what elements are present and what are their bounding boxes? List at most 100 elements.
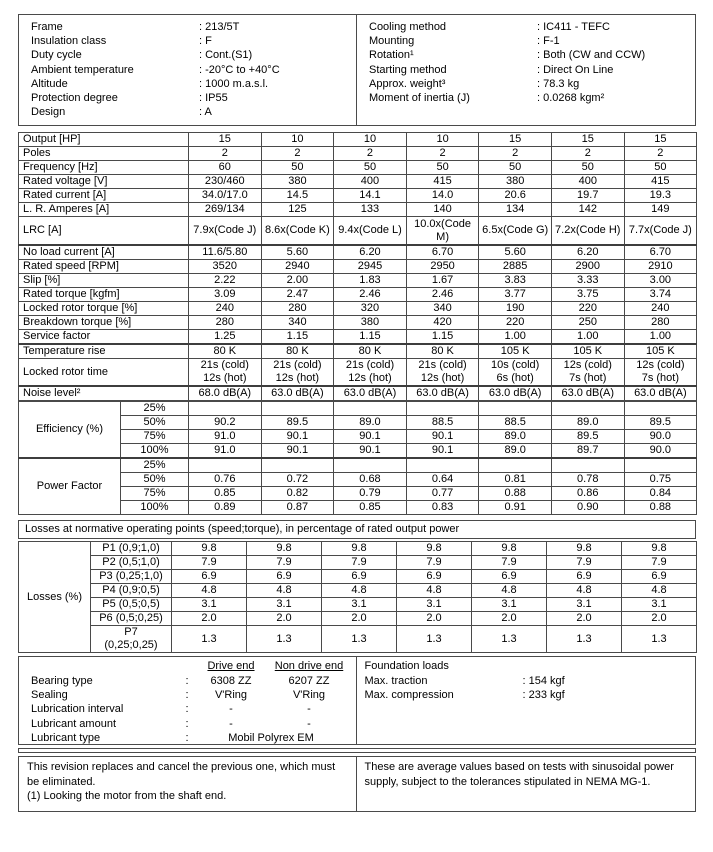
ratings-cell: 2.46 — [333, 286, 407, 302]
ratings-cell: 68.0 dB(A) — [188, 385, 262, 402]
spec-row-frame: Frame: 213/5T — [31, 20, 348, 34]
ratings-cell: 240 — [188, 300, 262, 316]
row-label: Rated torque [kgfm] — [18, 286, 189, 302]
ratings-cell: 2 — [550, 146, 625, 162]
ratings-cell: 230/460 — [188, 174, 262, 190]
losses-cell: 9.8 — [321, 541, 397, 557]
ratings-row-breakdown-torque: Breakdown torque [%] 280 340 380 420 220 250 2… — [18, 314, 698, 330]
ratings-cell: 3.00 — [623, 272, 698, 288]
row-label: Rated speed [RPM] — [18, 258, 189, 274]
ratings-cell: 6.5x(Code G) — [478, 216, 552, 246]
lubricant-type-value: Mobil Polyrex EM — [228, 731, 314, 744]
spacer — [181, 659, 193, 673]
load-label: 50% — [120, 415, 189, 431]
lubrication-interval-row: Lubrication interval : - - — [31, 702, 350, 716]
efficiency-cell: 90.1 — [260, 429, 335, 445]
efficiency-row-25: Efficiency (%) 25% — [18, 401, 698, 459]
ratings-cell: 21s (cold) 12s (hot) — [333, 357, 407, 387]
drive-end-value: - — [229, 717, 233, 730]
ratings-cell: 20.6 — [478, 188, 552, 204]
colon: : — [185, 703, 189, 716]
power-factor-cell: 0.84 — [623, 486, 698, 502]
ratings-cell: 15 — [478, 132, 552, 148]
power-factor-cell: 0.85 — [333, 500, 407, 516]
ratings-cell: 3.77 — [478, 286, 552, 302]
ratings-cell: 1.25 — [188, 328, 262, 345]
spec-label: Insulation class — [31, 35, 107, 48]
spec-value: : F-1 — [537, 35, 560, 48]
ratings-cell: 5.60 — [260, 243, 335, 260]
ratings-cell: 2 — [478, 146, 552, 162]
losses-cell: 6.9 — [546, 569, 622, 585]
ratings-row-rated-current: Rated current [A] 34.0/17.0 14.5 14.1 14.0 2… — [18, 188, 698, 204]
ratings-cell: 7.2x(Code H) — [550, 216, 625, 246]
losses-cell: 6.9 — [321, 569, 397, 585]
ratings-cell: 140 — [405, 202, 480, 218]
ratings-cell: 3.33 — [550, 272, 625, 288]
ratings-cell: 380 — [260, 174, 335, 190]
losses-cell: 2.0 — [171, 611, 247, 627]
spec-label: Duty cycle — [31, 49, 82, 62]
ratings-cell: 2.22 — [188, 272, 262, 288]
ratings-cell: 21s (cold) 12s (hot) — [405, 357, 480, 387]
ratings-cell: 50 — [333, 160, 407, 176]
spec-value: : IC411 - TEFC — [537, 21, 610, 33]
efficiency-cell: 91.0 — [188, 443, 262, 459]
ratings-cell: 80 K — [188, 342, 262, 359]
losses-cell: 7.9 — [471, 555, 547, 571]
power-factor-cell — [260, 457, 335, 474]
losses-cell: 4.8 — [321, 583, 397, 599]
losses-cell: 4.8 — [471, 583, 547, 599]
ratings-cell: 2950 — [405, 258, 480, 274]
ratings-cell: 250 — [550, 314, 625, 330]
power-factor-cell — [405, 457, 480, 474]
spec-row-protection-degree: Protection degree: IP55 — [31, 91, 348, 105]
losses-cell: 2.0 — [321, 611, 397, 627]
losses-cell: 3.1 — [171, 597, 247, 613]
ratings-cell: 280 — [623, 314, 698, 330]
ratings-cell: 12s (cold) 7s (hot) — [623, 357, 698, 387]
colon: : — [185, 717, 189, 730]
losses-cell: 1.3 — [546, 625, 622, 654]
ratings-row-temperature-rise: Temperature rise 80 K 80 K 80 K 80 K 105 K 10… — [18, 342, 698, 359]
ratings-row-lrc: LRC [A] 7.9x(Code J) 8.6x(Code K) 9.4x(Cod… — [18, 216, 698, 246]
spec-label: Design — [31, 106, 66, 119]
ratings-row-rated-voltage: Rated voltage [V] 230/460 380 400 415 380 400… — [18, 174, 698, 190]
power-factor-row-50: 50% 0.76 0.72 0.68 0.64 0.81 0.78 0.75 — [19, 472, 698, 488]
ratings-cell: 80 K — [260, 342, 335, 359]
efficiency-cell: 89.5 — [623, 415, 698, 431]
spec-value: : -20°C to +40°C — [199, 63, 280, 76]
colon: : — [185, 731, 189, 744]
losses-point-label: P5 (0,5;0,5) — [90, 597, 172, 613]
ratings-cell: 415 — [405, 174, 480, 190]
bearing-row-label: Lubrication interval — [31, 703, 124, 716]
power-factor-cell: 0.87 — [260, 500, 335, 516]
row-label: Service factor — [18, 328, 189, 345]
losses-cell: 6.9 — [471, 569, 547, 585]
spec-value: : F — [199, 35, 212, 48]
efficiency-row-100: 100% 91.0 90.1 90.1 90.1 89.0 89.7 90.0 — [19, 443, 698, 459]
spec-value: : 1000 m.a.s.l. — [199, 77, 269, 90]
ratings-cell: 2.46 — [405, 286, 480, 302]
bearing-row-label: Sealing — [31, 689, 68, 702]
ratings-row-lr-amperes: L. R. Amperes [A] 269/134 125 133 140 134 142… — [18, 202, 698, 218]
bearing-foundation-box: Drive end Non drive end Bearing type : 6… — [18, 656, 696, 746]
foundation-row-label: Max. compression — [364, 689, 454, 702]
ratings-cell: 415 — [623, 174, 698, 190]
losses-cell: 2.0 — [621, 611, 697, 627]
losses-cell: 4.8 — [171, 583, 247, 599]
ratings-cell: 2 — [188, 146, 262, 162]
bearing-row-label: Lubricant amount — [31, 717, 116, 730]
row-label: Temperature rise — [18, 342, 189, 359]
power-factor-cell: 0.88 — [623, 500, 698, 516]
ratings-cell: 10 — [260, 132, 335, 148]
non-drive-end-header: Non drive end — [274, 660, 344, 673]
spec-row-design: Design: A — [31, 105, 348, 119]
efficiency-cell — [623, 401, 698, 417]
spec-value: : Direct On Line — [537, 63, 614, 76]
ratings-cell: 50 — [478, 160, 552, 176]
ratings-cell: 8.6x(Code K) — [260, 216, 335, 246]
ratings-cell: 134 — [478, 202, 552, 218]
spec-label: Cooling method — [369, 21, 447, 33]
